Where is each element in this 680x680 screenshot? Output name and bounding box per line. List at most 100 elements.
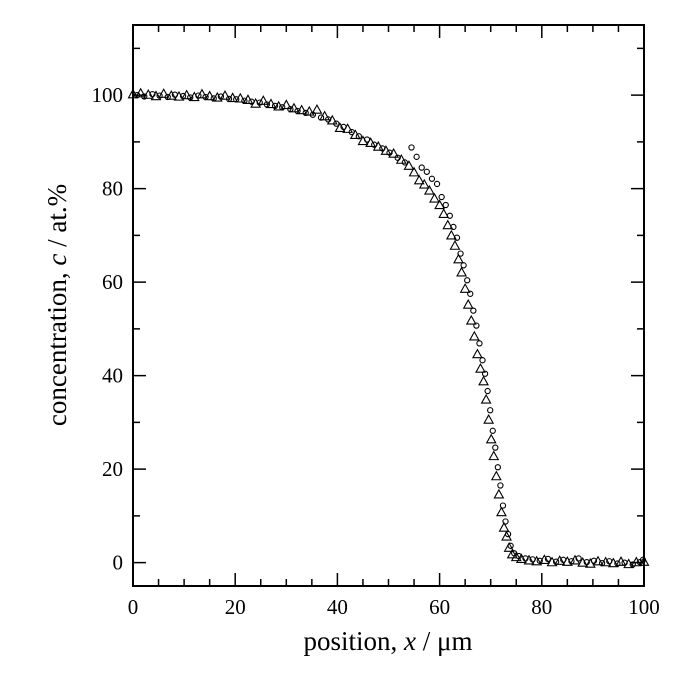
triangle-point xyxy=(395,154,407,164)
triangle-point xyxy=(506,548,518,559)
circle-point xyxy=(195,92,202,99)
triangle-point xyxy=(434,199,446,210)
circle-point xyxy=(317,114,325,121)
data-points xyxy=(127,87,650,569)
triangle-point xyxy=(546,556,558,567)
triangle-point xyxy=(498,521,510,532)
circle-point xyxy=(263,101,271,108)
triangle-point xyxy=(334,122,346,132)
triangle-point xyxy=(510,551,522,562)
circle-point xyxy=(141,93,148,100)
circle-point xyxy=(210,95,217,102)
circle-point xyxy=(171,91,179,98)
circle-point xyxy=(413,153,420,160)
circle-point xyxy=(529,556,536,563)
circle-point xyxy=(340,123,347,131)
circle-point xyxy=(287,106,294,113)
circle-point xyxy=(156,92,163,99)
triangle-point xyxy=(211,91,223,102)
axis-ticks: 0 20 40 60 80 100 0 20 40 60 80 100 xyxy=(92,25,660,619)
circle-point xyxy=(450,223,457,231)
circle-point xyxy=(487,407,494,414)
triangle-point xyxy=(357,135,369,146)
circle-point xyxy=(568,558,575,565)
circle-point xyxy=(379,145,386,152)
circle-point xyxy=(470,307,477,314)
triangle-point xyxy=(523,554,535,565)
triangle-point xyxy=(288,102,300,113)
circle-point xyxy=(481,370,489,377)
triangle-point xyxy=(403,160,415,170)
circle-point xyxy=(371,141,378,148)
circle-point xyxy=(489,427,496,434)
circle-point xyxy=(355,133,363,140)
triangle-point xyxy=(488,450,500,461)
circle-point xyxy=(464,277,471,284)
triangle-point xyxy=(600,556,612,567)
x-tick-label: 60 xyxy=(429,595,450,619)
circle-point xyxy=(149,91,156,98)
circle-point xyxy=(453,234,461,241)
triangle-point xyxy=(418,178,430,189)
circle-point xyxy=(348,128,355,136)
circle-point xyxy=(502,518,509,525)
circle-point xyxy=(536,557,543,564)
triangle-point xyxy=(453,253,464,264)
x-tick-label: 40 xyxy=(327,595,348,619)
circle-point xyxy=(473,322,480,329)
triangle-point xyxy=(480,393,492,404)
triangle-point xyxy=(471,348,483,359)
triangle-point xyxy=(623,558,635,569)
triangle-point xyxy=(493,488,505,499)
triangle-point xyxy=(280,99,292,110)
circle-point xyxy=(552,558,560,565)
y-tick-label: 0 xyxy=(113,551,124,575)
triangle-point xyxy=(554,555,566,565)
y-tick-label: 80 xyxy=(102,177,123,201)
circle-point xyxy=(560,556,567,563)
circle-point xyxy=(418,164,425,171)
circle-point xyxy=(499,502,507,509)
circle-point xyxy=(590,557,598,564)
triangle-point xyxy=(495,506,507,517)
triangle-point xyxy=(577,556,589,567)
circle-point xyxy=(492,444,499,451)
circle-point xyxy=(202,93,209,101)
circle-point xyxy=(333,120,340,127)
circle-point xyxy=(621,559,628,566)
triangle-point xyxy=(442,219,454,230)
circle-point xyxy=(504,530,512,538)
circle-point xyxy=(179,92,187,100)
triangle-point xyxy=(503,542,515,552)
triangle-point xyxy=(413,174,425,185)
circle-point xyxy=(294,107,301,115)
triangle-point xyxy=(429,192,440,203)
circle-point xyxy=(423,168,430,175)
circle-point xyxy=(479,357,486,364)
circle-point xyxy=(507,542,514,549)
triangle-point xyxy=(490,470,502,481)
y-axis-title: concentration, c / at.% xyxy=(42,184,72,426)
circle-point xyxy=(401,159,409,166)
circle-point xyxy=(363,136,371,143)
y-tick-label: 40 xyxy=(102,364,123,388)
x-tick-label: 80 xyxy=(531,595,552,619)
circle-point xyxy=(460,262,467,269)
circle-point xyxy=(497,482,504,489)
circle-point xyxy=(256,99,263,106)
circle-point xyxy=(394,154,401,161)
circle-point xyxy=(442,201,449,209)
triangle-point xyxy=(569,554,581,565)
circle-point xyxy=(271,102,279,110)
triangle-point xyxy=(150,90,162,101)
circle-point xyxy=(279,104,286,111)
triangle-point xyxy=(438,208,450,219)
circle-point xyxy=(241,97,248,104)
circle-point xyxy=(386,149,393,156)
triangle-point xyxy=(465,314,477,325)
triangle-point xyxy=(445,229,457,240)
triangle-point xyxy=(219,89,231,100)
circle-point xyxy=(575,555,582,562)
triangle-point xyxy=(196,88,208,99)
